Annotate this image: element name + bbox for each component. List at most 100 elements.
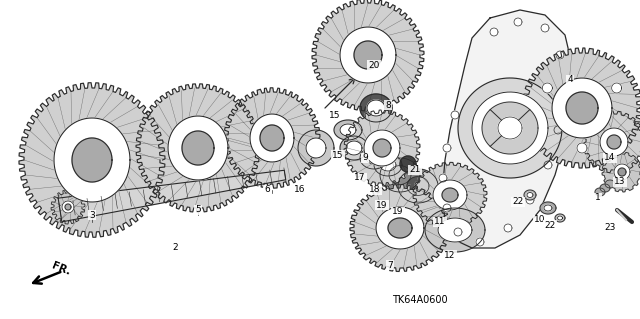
- Polygon shape: [340, 124, 356, 136]
- Text: 1: 1: [595, 194, 601, 203]
- Polygon shape: [542, 83, 552, 93]
- Polygon shape: [54, 118, 130, 202]
- Text: 21: 21: [410, 166, 420, 174]
- Text: TK64A0600: TK64A0600: [392, 295, 448, 305]
- Polygon shape: [388, 218, 412, 238]
- Polygon shape: [433, 180, 467, 210]
- Polygon shape: [605, 180, 615, 188]
- Text: 19: 19: [376, 201, 388, 210]
- Text: 20: 20: [368, 61, 380, 70]
- Polygon shape: [602, 152, 640, 192]
- Text: 5: 5: [195, 205, 201, 214]
- Polygon shape: [168, 116, 228, 180]
- Text: 6: 6: [264, 186, 270, 195]
- Text: 19: 19: [392, 207, 404, 217]
- Polygon shape: [577, 143, 587, 153]
- Polygon shape: [451, 111, 459, 119]
- Polygon shape: [62, 201, 74, 213]
- Polygon shape: [298, 130, 334, 166]
- Polygon shape: [443, 204, 451, 212]
- Polygon shape: [380, 158, 420, 192]
- Polygon shape: [583, 111, 640, 173]
- Polygon shape: [398, 169, 438, 203]
- Text: 18: 18: [369, 186, 381, 195]
- Polygon shape: [526, 196, 534, 204]
- Text: 16: 16: [294, 186, 306, 195]
- Text: 10: 10: [534, 216, 546, 225]
- Polygon shape: [389, 166, 411, 184]
- Polygon shape: [364, 130, 400, 166]
- Text: 9: 9: [362, 153, 368, 162]
- Polygon shape: [544, 161, 552, 169]
- Polygon shape: [557, 216, 563, 220]
- Polygon shape: [607, 135, 621, 149]
- Polygon shape: [482, 102, 538, 154]
- Polygon shape: [600, 184, 610, 192]
- Polygon shape: [65, 204, 71, 210]
- Polygon shape: [595, 188, 605, 196]
- Polygon shape: [182, 131, 214, 165]
- Polygon shape: [380, 159, 396, 171]
- Text: 15: 15: [329, 110, 340, 120]
- Polygon shape: [306, 138, 326, 158]
- Polygon shape: [425, 208, 485, 252]
- Polygon shape: [376, 207, 424, 249]
- Polygon shape: [350, 184, 450, 271]
- Polygon shape: [224, 88, 320, 188]
- Polygon shape: [476, 238, 484, 246]
- Polygon shape: [454, 228, 462, 236]
- Polygon shape: [136, 84, 260, 212]
- Polygon shape: [438, 218, 472, 242]
- Polygon shape: [544, 205, 552, 211]
- Polygon shape: [439, 174, 447, 182]
- Polygon shape: [58, 170, 285, 222]
- Text: 7: 7: [387, 261, 393, 270]
- Polygon shape: [614, 164, 630, 180]
- Text: FR.: FR.: [50, 261, 72, 277]
- Polygon shape: [407, 177, 429, 196]
- Polygon shape: [360, 94, 392, 122]
- Polygon shape: [556, 51, 564, 59]
- Text: 17: 17: [355, 174, 365, 182]
- Polygon shape: [340, 136, 368, 160]
- Text: 23: 23: [604, 224, 616, 233]
- Polygon shape: [340, 27, 396, 83]
- Polygon shape: [72, 138, 112, 182]
- Polygon shape: [540, 202, 556, 214]
- Polygon shape: [413, 162, 487, 228]
- Polygon shape: [400, 156, 416, 172]
- Polygon shape: [346, 141, 362, 155]
- Polygon shape: [561, 86, 569, 94]
- Polygon shape: [498, 117, 522, 139]
- Text: 22: 22: [545, 220, 556, 229]
- Polygon shape: [514, 18, 522, 26]
- Polygon shape: [51, 190, 85, 224]
- Text: 22: 22: [513, 197, 524, 206]
- Polygon shape: [360, 147, 388, 169]
- Text: 12: 12: [444, 250, 456, 259]
- Polygon shape: [600, 128, 628, 156]
- Polygon shape: [524, 190, 536, 200]
- Polygon shape: [373, 139, 391, 157]
- Polygon shape: [367, 100, 385, 116]
- Polygon shape: [566, 92, 598, 124]
- Polygon shape: [312, 0, 424, 111]
- Polygon shape: [504, 224, 512, 232]
- Polygon shape: [490, 28, 498, 36]
- Polygon shape: [555, 214, 565, 222]
- Polygon shape: [522, 48, 640, 168]
- Polygon shape: [260, 125, 284, 151]
- Text: 14: 14: [604, 153, 616, 162]
- Polygon shape: [344, 110, 420, 186]
- Text: 2: 2: [172, 243, 178, 253]
- Polygon shape: [354, 41, 382, 69]
- Polygon shape: [19, 83, 165, 237]
- Text: 13: 13: [614, 177, 626, 187]
- Polygon shape: [552, 78, 612, 138]
- Polygon shape: [442, 10, 572, 248]
- Polygon shape: [458, 78, 562, 178]
- Polygon shape: [443, 144, 451, 152]
- Polygon shape: [541, 24, 549, 32]
- Polygon shape: [334, 120, 362, 140]
- Polygon shape: [618, 168, 626, 176]
